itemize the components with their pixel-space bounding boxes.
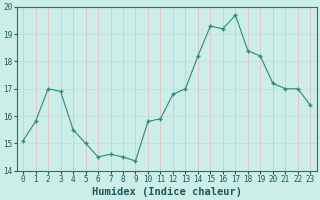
X-axis label: Humidex (Indice chaleur): Humidex (Indice chaleur) bbox=[92, 186, 242, 197]
